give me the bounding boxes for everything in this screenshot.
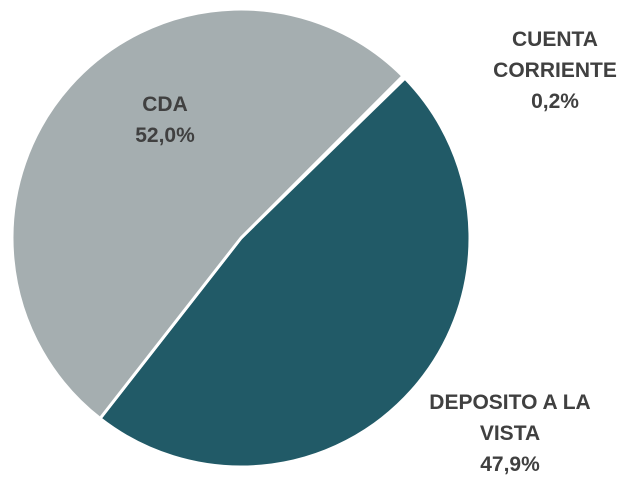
value-label: 52,0% xyxy=(135,124,195,147)
category-label: CUENTA CORRIENTE xyxy=(493,27,617,82)
pie-slice xyxy=(97,75,472,469)
slice-label: CUENTA CORRIENTE 0,2% xyxy=(470,24,629,117)
slice-label: DEPOSITO A LA VISTA 47,9% xyxy=(425,387,595,480)
value-label: 47,9% xyxy=(480,452,540,476)
category-label: DEPOSITO A LA VISTA xyxy=(429,390,591,445)
value-label: 0,2% xyxy=(531,89,579,113)
pie-slice xyxy=(10,7,406,421)
category-label: CDA xyxy=(142,93,188,116)
slice-label: CDA 52,0% xyxy=(115,89,215,151)
